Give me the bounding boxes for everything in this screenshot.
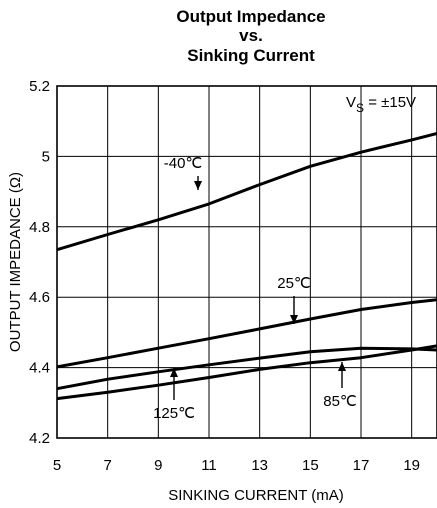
y-tick-labels: 4.2 4.4 4.6 4.8 5 5.2	[29, 78, 50, 447]
y-tick-label-4: 5	[42, 148, 50, 165]
series-label-arrowhead-1	[290, 315, 298, 324]
chart-title-line-3: Sinking Current	[187, 46, 315, 65]
y-tick-label-2: 4.6	[29, 289, 50, 306]
plot-frame	[56, 85, 437, 439]
y-tick-label-0: 4.2	[29, 430, 50, 447]
series-label-arrowhead-3	[338, 362, 346, 371]
series-line-0	[56, 132, 437, 252]
x-tick-label-6: 17	[353, 457, 370, 474]
series-label-1: 25℃	[277, 275, 311, 292]
supply-voltage-value: = ±15V	[364, 94, 416, 111]
x-tick-labels: 5 7 9 11 13 15 17 19	[53, 457, 420, 474]
series-label-3: 85℃	[323, 393, 357, 410]
chart-title: Output Impedance vs. Sinking Current	[176, 7, 325, 65]
series-label-arrowhead-0	[194, 181, 202, 190]
series-label-2: 125℃	[153, 405, 195, 422]
grid-lines	[56, 85, 437, 439]
supply-voltage-subscript: S	[356, 101, 364, 115]
y-tick-label-1: 4.4	[29, 360, 50, 377]
x-tick-label-0: 5	[53, 457, 61, 474]
series-line-2	[56, 346, 437, 391]
x-tick-label-2: 9	[154, 457, 162, 474]
series-label-arrowhead-2	[170, 368, 178, 377]
chart-title-line-2: vs.	[239, 26, 263, 45]
x-tick-label-5: 15	[302, 457, 319, 474]
x-axis-label: SINKING CURRENT (mA)	[168, 487, 344, 504]
series-labels: -40℃ 25℃ 125℃ 85℃	[153, 155, 357, 422]
y-tick-label-5: 5.2	[29, 78, 50, 95]
series-line-1	[56, 298, 437, 369]
series-label-0: -40℃	[164, 155, 203, 172]
x-tick-label-1: 7	[103, 457, 111, 474]
series-line-3	[56, 344, 437, 401]
x-tick-label-4: 13	[251, 457, 268, 474]
series-lines	[56, 132, 437, 401]
y-tick-label-3: 4.8	[29, 219, 50, 236]
supply-voltage-annotation: VS = ±15V	[346, 94, 416, 115]
supply-voltage-prefix: V	[346, 94, 356, 111]
y-axis-label: OUTPUT IMPEDANCE (Ω)	[7, 172, 24, 352]
x-tick-label-7: 19	[403, 457, 420, 474]
x-tick-label-3: 11	[201, 457, 217, 474]
chart-title-line-1: Output Impedance	[176, 7, 325, 26]
